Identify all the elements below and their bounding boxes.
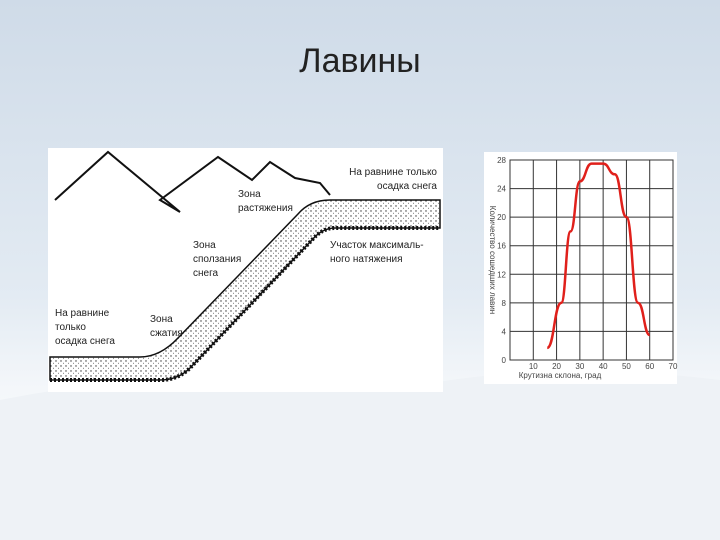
x-axis-label: Крутизна склона, град: [519, 371, 602, 380]
snow-layer: [49, 199, 441, 381]
ground-hatch: [50, 226, 440, 382]
snow-hill: [0, 371, 720, 540]
diagram-label: осадка снега: [377, 181, 437, 192]
x-tick-label: 60: [645, 362, 654, 371]
diagram-label: сжатия: [150, 328, 183, 339]
y-tick-label: 16: [497, 242, 506, 251]
diagram-label: осадка снега: [55, 336, 115, 347]
y-tick-label: 20: [497, 213, 506, 222]
slide-title: Лавины: [299, 42, 421, 80]
chart: [484, 152, 677, 384]
diagram-label: На равнине: [55, 308, 110, 319]
y-tick-label: 8: [502, 299, 507, 308]
diagram-label: Зона: [193, 240, 216, 251]
x-tick-label: 40: [599, 362, 608, 371]
chart-panel: [484, 152, 677, 384]
x-tick-label: 20: [552, 362, 561, 371]
diagram-label: только: [55, 322, 86, 333]
diagram-label: сползания: [193, 254, 241, 265]
diagram-label: растяжения: [238, 203, 293, 214]
diagram: [48, 148, 443, 392]
x-tick-label: 50: [622, 362, 631, 371]
y-tick-label: 12: [497, 270, 506, 279]
diagram-label: Участок максималь-: [330, 240, 424, 251]
x-tick-label: 10: [529, 362, 538, 371]
y-tick-label: 28: [497, 156, 506, 165]
y-axis-label: Количество сошедших лавин: [488, 206, 497, 314]
y-tick-label: 0: [502, 356, 507, 365]
data-line: [546, 162, 651, 350]
diagram-label: На равнине только: [349, 167, 437, 178]
diagram-label: Зона: [238, 189, 261, 200]
x-tick-label: 30: [575, 362, 584, 371]
diagram-label: Зона: [150, 314, 173, 325]
x-tick-label: 70: [669, 362, 678, 371]
diagram-label: ного натяжения: [330, 254, 403, 265]
diagram-label: снега: [193, 268, 219, 279]
mountains: [54, 150, 331, 213]
y-tick-label: 4: [502, 327, 507, 336]
y-tick-label: 24: [497, 185, 506, 194]
